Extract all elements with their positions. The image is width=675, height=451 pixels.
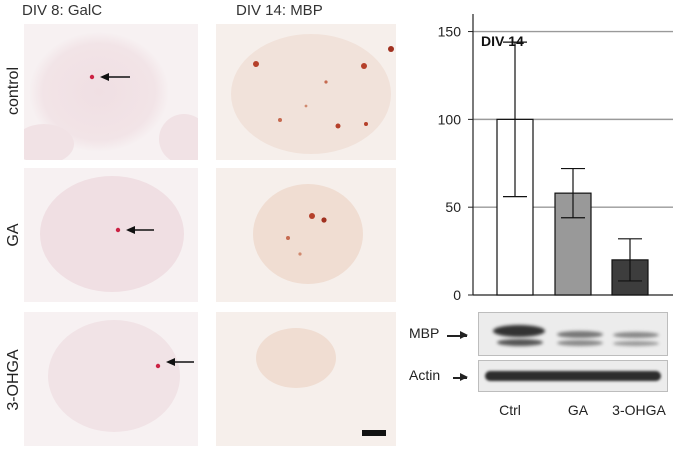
blot-band bbox=[557, 331, 603, 338]
blot-band bbox=[557, 340, 603, 346]
column-header-galc: DIV 8: GalC bbox=[22, 2, 103, 19]
arrow-icon bbox=[447, 332, 468, 338]
micrograph-ga-mbp bbox=[216, 168, 396, 302]
lane-label-3ohga: 3-OHGA bbox=[612, 402, 666, 418]
micrograph-ga-galc-image bbox=[40, 176, 184, 292]
galc-positive-cell bbox=[115, 227, 121, 233]
micrograph-control-mbp-image bbox=[231, 34, 394, 154]
y-tick-label: 50 bbox=[445, 199, 461, 215]
micrograph-control-galc bbox=[24, 24, 198, 160]
micrograph-control-galc-image bbox=[24, 32, 198, 160]
chart-title: DIV 14 bbox=[481, 33, 524, 49]
micrograph-3ohga-mbp bbox=[216, 312, 396, 446]
row-label-control: control bbox=[5, 66, 22, 116]
y-tick-label: 0 bbox=[453, 287, 461, 303]
column-header-mbp: DIV 14: MBP bbox=[236, 2, 323, 19]
galc-positive-cell bbox=[155, 363, 161, 369]
blot-band bbox=[613, 332, 659, 338]
bar-chart: 0 50 100 150 DIV 14 bbox=[438, 14, 673, 303]
blot-band bbox=[485, 371, 661, 381]
galc-positive-cell bbox=[89, 74, 95, 80]
blot-band bbox=[493, 325, 545, 337]
y-tick-label: 100 bbox=[438, 111, 462, 127]
micrograph-3ohga-galc-image bbox=[48, 320, 194, 432]
lane-label-ctrl: Ctrl bbox=[499, 402, 521, 418]
lane-label-ga: GA bbox=[567, 402, 589, 418]
y-tick-label: 150 bbox=[438, 24, 462, 40]
scale-bar bbox=[362, 430, 386, 436]
blot-band bbox=[613, 341, 659, 346]
row-label-ga: GA bbox=[5, 223, 22, 247]
row-label-3ohga: 3-OHGA bbox=[5, 349, 22, 411]
blot-label-actin: Actin bbox=[409, 367, 441, 383]
micrograph-3ohga-mbp-image bbox=[256, 328, 336, 388]
western-blot-actin bbox=[478, 360, 668, 392]
blot-band bbox=[497, 339, 543, 346]
blot-label-mbp: MBP bbox=[409, 325, 440, 341]
arrow-icon bbox=[453, 374, 468, 380]
micrograph-control-mbp bbox=[216, 24, 396, 160]
micrograph-3ohga-galc bbox=[24, 312, 198, 446]
micrograph-ga-galc bbox=[24, 168, 198, 302]
micrograph-ga-mbp-image bbox=[253, 184, 363, 284]
western-blot-mbp bbox=[478, 312, 668, 356]
